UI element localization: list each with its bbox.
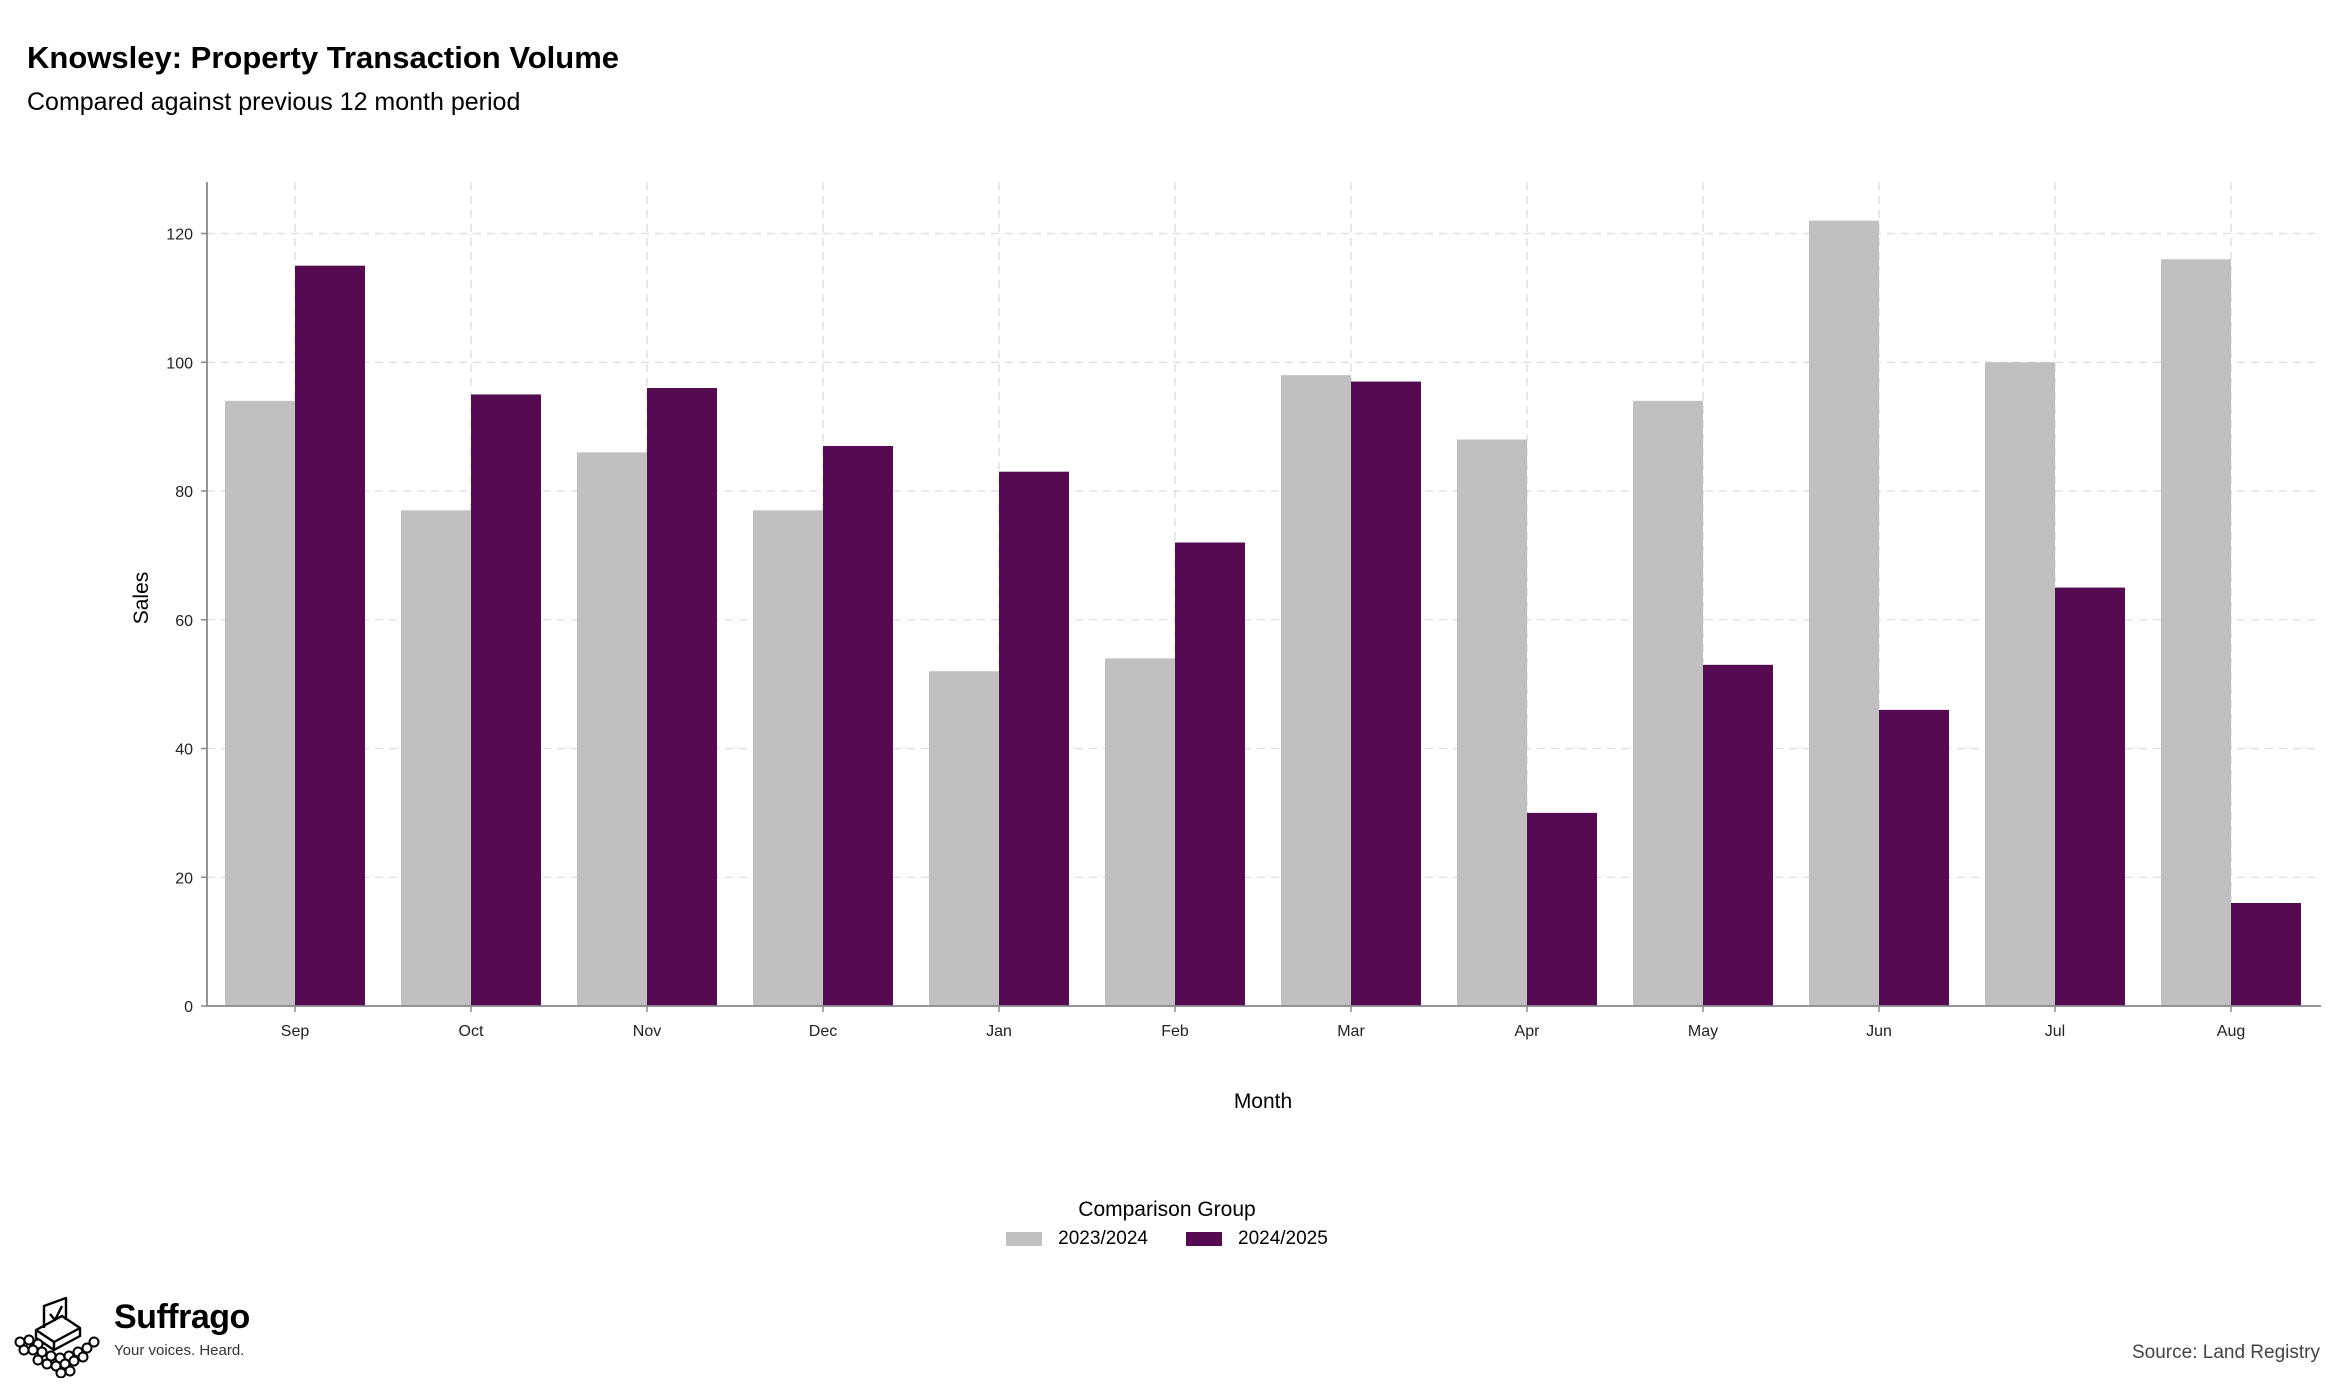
- x-tick-label: Apr: [1515, 1023, 1541, 1040]
- brand-logo: Suffrago Your voices. Heard.: [14, 1294, 250, 1378]
- y-tick-label: 80: [175, 484, 193, 501]
- x-tick-label: Sep: [281, 1023, 310, 1040]
- bar-2023-2024-dec: [753, 510, 823, 1006]
- x-axis-title: Month: [1234, 1090, 1292, 1113]
- bar-2023-2024-jun: [1809, 220, 1879, 1006]
- bar-2024-2025-jun: [1879, 709, 1949, 1006]
- source-note: Source: Land Registry: [2132, 1342, 2320, 1363]
- x-tick-label: Oct: [459, 1023, 484, 1040]
- legend: Comparison Group 2023/2024 2024/2025: [0, 1198, 2334, 1250]
- bar-2024-2025-nov: [647, 388, 717, 1006]
- legend-label-2024-2025: 2024/2025: [1238, 1228, 1328, 1249]
- bar-2024-2025-aug: [2231, 903, 2301, 1006]
- tick-labels: 0 20 40 60 80 100 120 Sep Oct Nov Dec Jan Feb Mar Apr M…: [166, 227, 2245, 1041]
- bar-2023-2024-sep: [225, 400, 295, 1006]
- bar-2024-2025-jul: [2055, 587, 2125, 1006]
- bar-2024-2025-dec: [823, 445, 893, 1006]
- bar-2024-2025-sep: [295, 265, 365, 1006]
- x-tick-label: Jun: [1866, 1023, 1892, 1040]
- y-tick-label: 0: [184, 999, 193, 1016]
- ballot-box-icon: [14, 1296, 100, 1378]
- bar-2023-2024-apr: [1457, 439, 1527, 1006]
- brand-name: Suffrago: [114, 1298, 250, 1336]
- chart-subtitle: Compared against previous 12 month perio…: [27, 88, 521, 116]
- legend-label-2023-2024: 2023/2024: [1058, 1228, 1148, 1249]
- x-tick-label: Mar: [1337, 1023, 1365, 1040]
- y-tick-label: 40: [175, 742, 193, 759]
- x-tick-label: Dec: [809, 1023, 837, 1040]
- bar-2023-2024-mar: [1281, 375, 1351, 1006]
- bar-2024-2025-may: [1703, 664, 1773, 1006]
- chart-title: Knowsley: Property Transaction Volume: [27, 40, 620, 75]
- legend-item-2023-2024: 2023/2024: [1006, 1228, 1148, 1250]
- bar-2023-2024-nov: [577, 452, 647, 1006]
- brand-tagline: Your voices. Heard.: [114, 1342, 245, 1359]
- x-tick-label: May: [1688, 1023, 1718, 1040]
- bar-2023-2024-jul: [1985, 362, 2055, 1006]
- legend-title: Comparison Group: [1078, 1198, 1256, 1221]
- x-tick-label: Jul: [2045, 1023, 2065, 1040]
- bar-2023-2024-oct: [401, 510, 471, 1006]
- legend-item-2024-2025: 2024/2025: [1186, 1228, 1328, 1250]
- bar-2023-2024-jan: [929, 671, 999, 1006]
- legend-swatch-2023-2024: [1006, 1232, 1043, 1246]
- x-tick-label: Feb: [1161, 1023, 1189, 1040]
- bars: [225, 220, 2301, 1006]
- bar-2024-2025-mar: [1351, 381, 1421, 1006]
- bar-2023-2024-feb: [1105, 658, 1175, 1006]
- bar-2023-2024-aug: [2161, 259, 2231, 1006]
- x-tick-label: Jan: [986, 1023, 1012, 1040]
- y-axis-title: Sales: [130, 572, 153, 625]
- y-tick-label: 60: [175, 613, 193, 630]
- bar-2024-2025-jan: [999, 471, 1069, 1006]
- legend-items: 2023/2024 2024/2025: [0, 1228, 2334, 1250]
- x-tick-label: Aug: [2217, 1023, 2245, 1040]
- y-tick-label: 20: [175, 870, 193, 887]
- bar-2024-2025-apr: [1527, 812, 1597, 1006]
- legend-swatch-2024-2025: [1186, 1232, 1222, 1246]
- x-tick-label: Nov: [633, 1023, 661, 1040]
- bar-2024-2025-feb: [1175, 542, 1245, 1006]
- bar-2023-2024-may: [1633, 400, 1703, 1006]
- y-tick-label: 100: [166, 355, 193, 372]
- bar-2024-2025-oct: [471, 394, 541, 1006]
- y-tick-label: 120: [166, 227, 193, 244]
- axes: [201, 182, 2321, 1012]
